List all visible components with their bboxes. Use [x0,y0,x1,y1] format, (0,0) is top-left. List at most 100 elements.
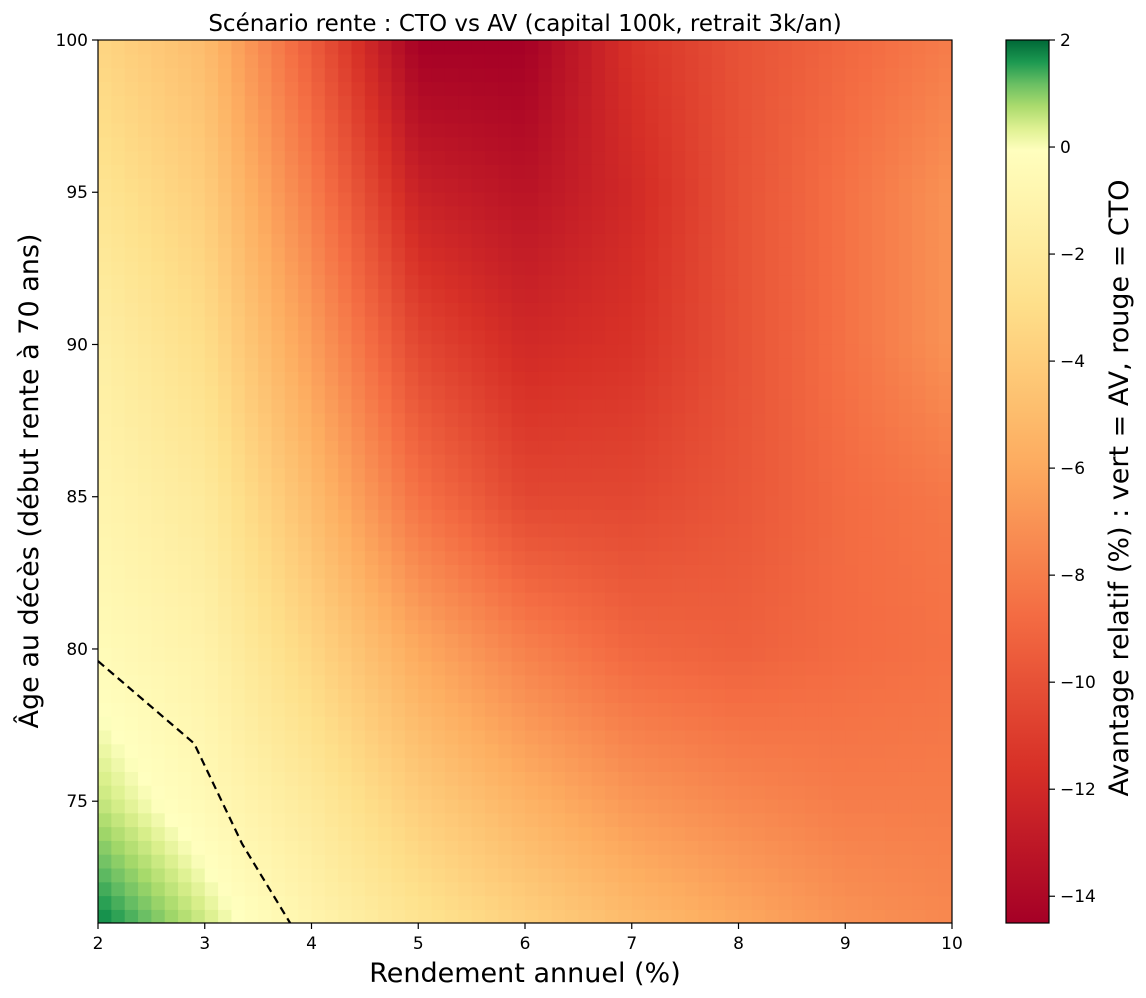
x-axis-label: Rendement annuel (%) [369,958,681,989]
heatmap-cell [431,798,446,814]
heatmap-cell [351,453,366,469]
heatmap-cell [124,909,139,923]
heatmap-cell [551,591,566,607]
heatmap-cell [444,108,459,124]
heatmap-cell [364,495,379,510]
heatmap-cell [98,619,113,634]
heatmap-cell [218,674,233,690]
heatmap-cell [738,660,753,676]
heatmap-cell [324,315,339,331]
heatmap-cell [738,647,753,662]
heatmap-cell [364,881,379,897]
heatmap-cell [551,605,566,621]
heatmap-cell [138,840,153,855]
heatmap-cell [685,771,700,786]
heatmap-cell [444,122,459,138]
heatmap-cell [338,881,353,897]
heatmap-cell [885,522,900,538]
heatmap-cell [685,660,700,676]
heatmap-cell [645,453,660,469]
heatmap-cell [191,522,206,538]
heatmap-cell [791,688,806,703]
heatmap-cell [831,40,846,55]
heatmap-cell [845,164,860,179]
heatmap-cell [685,315,700,331]
heatmap-cell [178,743,193,759]
heatmap-cell [218,633,233,648]
heatmap-cell [298,81,313,96]
heatmap-cell [858,136,873,152]
heatmap-cell [258,729,273,745]
heatmap-cell [605,81,620,96]
heatmap-cell [244,481,259,496]
heatmap-cell [938,743,952,759]
heatmap-cell [378,522,393,538]
heatmap-cell [231,205,246,221]
heatmap-cell [805,122,820,138]
heatmap-cell [324,702,339,717]
heatmap-cell [204,81,219,96]
heatmap-cell [471,384,486,400]
heatmap-cell [791,371,806,386]
heatmap-cell [778,660,793,676]
heatmap-cell [871,246,886,262]
heatmap-cell [404,798,419,814]
heatmap-cell [591,785,606,800]
heatmap-cell [298,909,313,923]
heatmap-cell [698,384,713,400]
heatmap-cell [138,53,153,69]
heatmap-cell [298,633,313,648]
heatmap-cell [591,633,606,648]
heatmap-cell [645,205,660,221]
heatmap-cell [898,426,913,441]
heatmap-cell [458,412,473,428]
heatmap-cell [565,164,580,179]
heatmap-cell [911,509,927,524]
heatmap-cell [938,205,952,221]
heatmap-cell [298,881,313,897]
heatmap-cell [605,647,620,662]
heatmap-cell [698,522,713,538]
heatmap-cell [124,329,139,345]
heatmap-cell [858,384,873,400]
heatmap-cell [565,246,580,262]
heatmap-cell [778,467,793,483]
heatmap-cell [898,591,913,607]
heatmap-cell [631,343,646,359]
heatmap-cell [591,757,606,772]
heatmap-cell [98,343,113,359]
heatmap-cell [538,840,553,855]
heatmap-cell [258,329,273,345]
heatmap-cell [284,743,299,759]
heatmap-cell [498,619,513,634]
heatmap-cell [631,412,646,428]
heatmap-cell [871,150,886,165]
heatmap-cell [351,136,366,152]
heatmap-cell [778,674,793,690]
heatmap-cell [658,288,673,303]
heatmap-cell [378,785,393,800]
heatmap-cell [925,398,940,414]
heatmap-cell [858,40,873,55]
heatmap-cell [444,785,459,800]
heatmap-cell [791,412,806,428]
heatmap-cell [858,564,873,579]
heatmap-cell [618,729,633,745]
heatmap-cell [111,233,126,248]
heatmap-cell [565,729,580,745]
heatmap-cell [324,895,339,910]
heatmap-cell [551,895,566,910]
heatmap-cell [578,398,593,414]
heatmap-cell [178,453,193,469]
heatmap-cell [311,329,326,345]
heatmap-cell [98,591,113,607]
heatmap-cell [658,440,673,455]
heatmap-cell [698,315,713,331]
heatmap-cell [698,702,713,717]
heatmap-cell [151,40,166,55]
heatmap-cell [498,688,513,703]
heatmap-cell [938,578,952,593]
heatmap-cell [725,785,740,800]
heatmap-cell [458,840,473,855]
heatmap-cell [711,660,726,676]
